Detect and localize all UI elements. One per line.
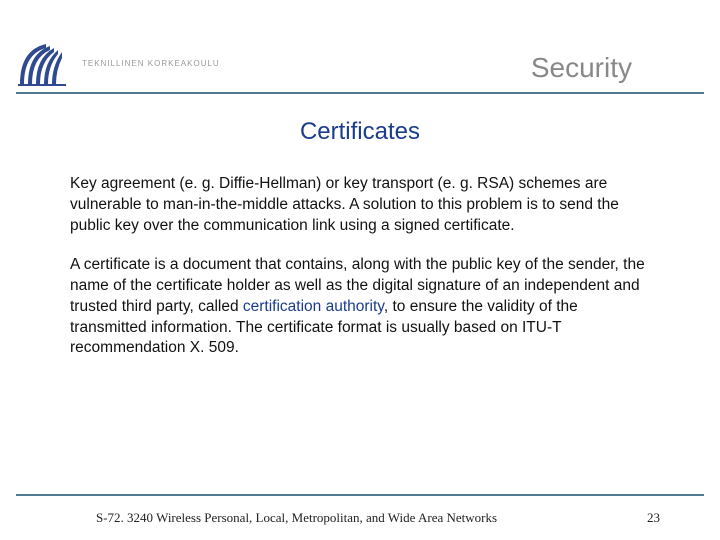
slide-title: Certificates: [0, 118, 720, 146]
university-logo-icon: [16, 42, 72, 88]
certification-authority-highlight: certification authority: [243, 298, 384, 315]
logo-block: TEKNILLINEN KORKEAKOULU: [16, 42, 220, 88]
header-title: Security: [531, 52, 692, 88]
header-rule: [16, 92, 704, 94]
body-text: Key agreement (e. g. Diffie-Hellman) or …: [0, 174, 720, 359]
header: TEKNILLINEN KORKEAKOULU Security: [0, 0, 720, 88]
footer: S-72. 3240 Wireless Personal, Local, Met…: [0, 510, 720, 526]
footer-rule: [16, 494, 704, 496]
footer-course: S-72. 3240 Wireless Personal, Local, Met…: [96, 510, 497, 526]
paragraph-2: A certificate is a document that contain…: [70, 255, 650, 360]
footer-page-number: 23: [647, 510, 660, 526]
paragraph-1: Key agreement (e. g. Diffie-Hellman) or …: [70, 174, 650, 237]
logo-text: TEKNILLINEN KORKEAKOULU: [82, 59, 220, 72]
